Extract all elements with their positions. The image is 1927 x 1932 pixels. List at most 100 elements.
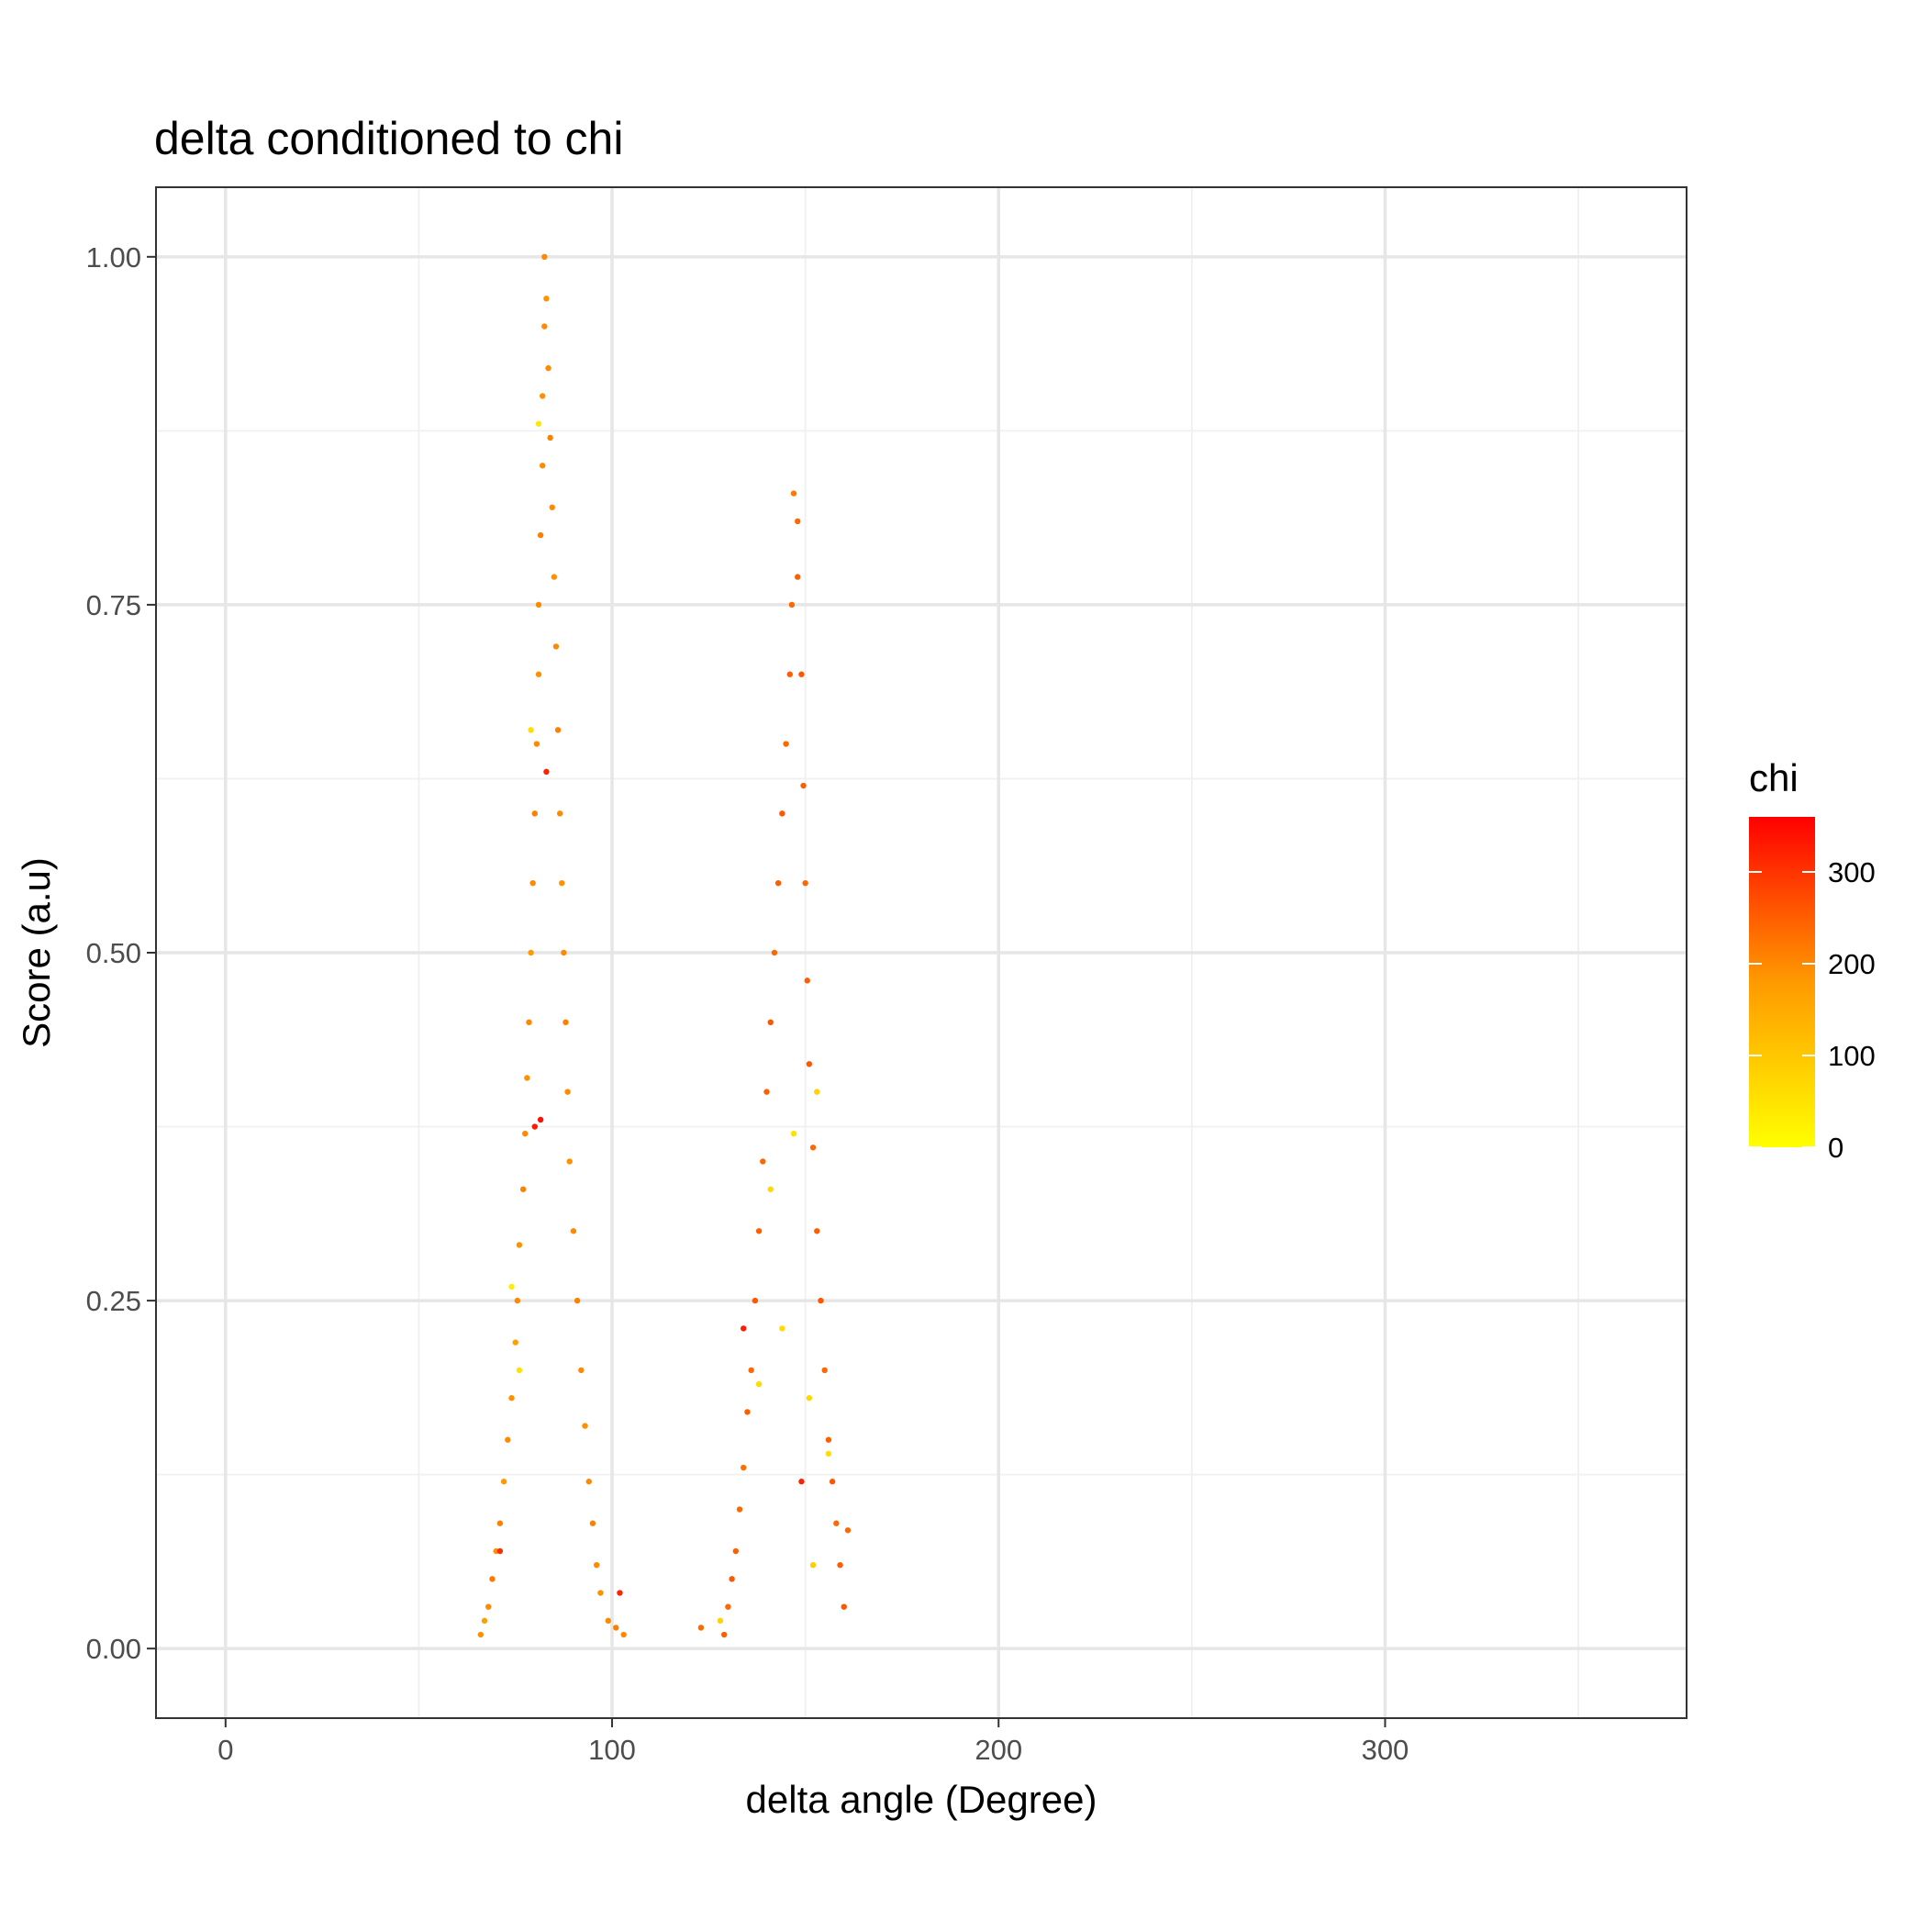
scatter-point [736,1506,743,1513]
scatter-point [533,741,540,747]
scatter-point [582,1423,588,1429]
scatter-point [528,727,534,733]
data-points [477,253,852,1638]
scatter-point [741,1325,747,1332]
scatter-point [779,1325,785,1332]
scatter-point [589,1520,596,1526]
scatter-point [481,1617,488,1625]
scatter-point [788,601,796,609]
scatter-point [620,1631,627,1638]
scatter-point [512,1339,518,1346]
scatter-point [519,1186,527,1192]
scatter-point [755,1380,763,1388]
scatter-point [537,1116,544,1123]
y-axis-title: Score (a.u) [15,857,58,1048]
scatter-point [545,364,551,372]
y-tick-label: 0.25 [86,1285,141,1317]
scatter-point [821,1367,828,1374]
scatter-point [516,1367,523,1374]
scatter-point [529,879,536,887]
x-tick-label: 0 [217,1734,233,1766]
scatter-point [500,1479,507,1485]
scatter-point [541,253,548,261]
scatter-point [829,1479,836,1485]
scatter-point [804,977,810,984]
grid [156,187,1687,1718]
colorbar [1749,817,1815,1147]
scatter-point [574,1297,581,1304]
scatter-point [489,1576,496,1582]
scatter-point [551,574,558,580]
scatter-point [809,1562,817,1569]
scatter-point [744,1409,751,1415]
scatter-point [552,643,560,650]
x-tick-label: 200 [975,1734,1022,1766]
scatter-point [720,1631,728,1638]
scatter-point [809,1145,817,1151]
y-tick-label: 0.75 [86,589,141,621]
scatter-point [505,1436,511,1443]
scatter-point [767,1186,774,1192]
scatter-point [496,1547,504,1555]
scatter-point [798,671,805,677]
y-tick-label: 0.50 [86,937,141,969]
scatter-point [535,671,542,677]
scatter-point [531,1123,538,1130]
scatter-point [543,296,550,302]
scatter-point [508,1395,515,1402]
colorbar-tick-label: 200 [1828,948,1876,980]
scatter-point [528,949,534,956]
scatter-point [585,1479,592,1485]
colorbar-tick-label: 100 [1828,1040,1876,1072]
scatter-point [613,1625,619,1631]
scatter-point [790,1130,797,1137]
scatter-point [814,1228,820,1234]
scatter-point [802,879,808,887]
scatter-point [561,949,567,956]
scatter-point [597,1590,604,1596]
x-tick-label: 100 [588,1734,636,1766]
x-tick-label: 300 [1362,1734,1409,1766]
scatter-point [837,1562,843,1569]
scatter-point [514,1297,521,1304]
scatter-point [825,1436,832,1443]
scatter-point [741,1464,747,1471]
scatter-point [516,1242,523,1248]
scatter-point [790,490,797,497]
scatter-point [771,949,778,956]
scatter-point [814,1089,820,1095]
y-tick-label: 0.00 [86,1633,141,1665]
scatter-point [729,1576,735,1582]
scatter-point [697,1625,705,1631]
scatter-point [763,1089,770,1095]
scatter-point [559,879,565,887]
y-tick-label: 1.00 [86,241,141,274]
colorbar-ticks: 0 100 200 300 [1749,856,1876,1164]
scatter-point [477,1631,485,1638]
scatter-point [531,810,538,817]
scatter-point [540,393,546,399]
scatter-point [767,1019,774,1026]
colorbar-tick-label: 0 [1828,1132,1843,1164]
scatter-point [547,434,553,441]
scatter-point [496,1520,504,1526]
scatter-point [556,810,563,817]
scatter-point [593,1562,600,1569]
scatter-point [717,1617,724,1625]
scatter-point [537,531,544,539]
scatter-point [748,1367,754,1374]
scatter-point [774,879,782,887]
scatter-point [779,810,785,817]
scatter-point [755,1228,763,1234]
chart-title: delta conditioned to chi [154,113,623,164]
scatter-point [806,1061,813,1067]
scatter-point [540,463,546,469]
scatter-point [566,1158,573,1165]
scatter-point [844,1527,852,1534]
scatter-point [564,1089,571,1095]
scatter-point [543,768,550,776]
scatter-point [798,1479,805,1485]
scatter-point [508,1283,515,1290]
